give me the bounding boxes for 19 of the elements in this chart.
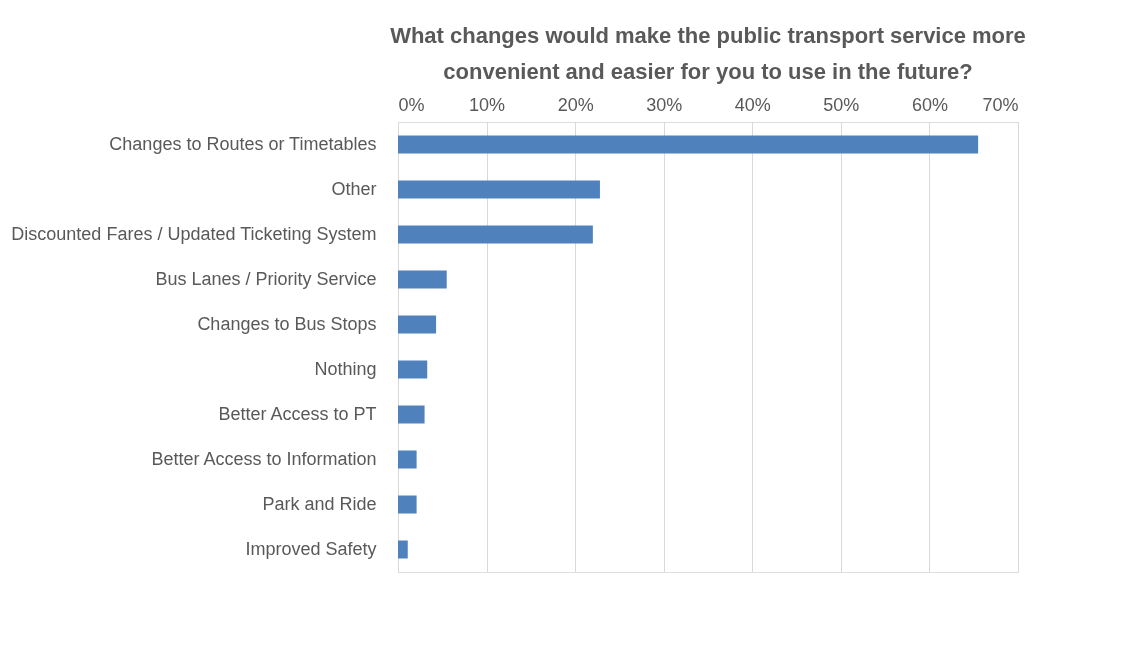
- y-tick-label: Improved Safety: [245, 538, 377, 559]
- y-tick-label: Nothing: [314, 358, 377, 379]
- x-tick-label: 60%: [911, 94, 948, 115]
- y-tick-label: Bus Lanes / Priority Service: [155, 268, 377, 289]
- x-tick-label: 20%: [557, 94, 594, 115]
- x-tick-label: 0%: [398, 94, 425, 115]
- x-tick-label: 10%: [469, 94, 506, 115]
- y-tick-label: Better Access to PT: [218, 403, 377, 424]
- y-tick-label: Changes to Bus Stops: [197, 313, 377, 334]
- y-tick-label: Changes to Routes or Timetables: [109, 133, 377, 154]
- y-tick-label: Discounted Fares / Updated Ticketing System: [11, 223, 377, 244]
- y-tick-label: Better Access to Information: [151, 448, 377, 469]
- x-tick-label: 40%: [734, 94, 771, 115]
- y-tick-label: Park and Ride: [262, 493, 377, 514]
- y-tick-label: Other: [331, 178, 377, 199]
- chart-title: What changes would make the public transport service more convenient and easier for you to use in the future?: [390, 23, 1026, 84]
- x-tick-label: 70%: [982, 94, 1019, 115]
- x-tick-label: 30%: [646, 94, 683, 115]
- x-tick-label: 50%: [823, 94, 860, 115]
